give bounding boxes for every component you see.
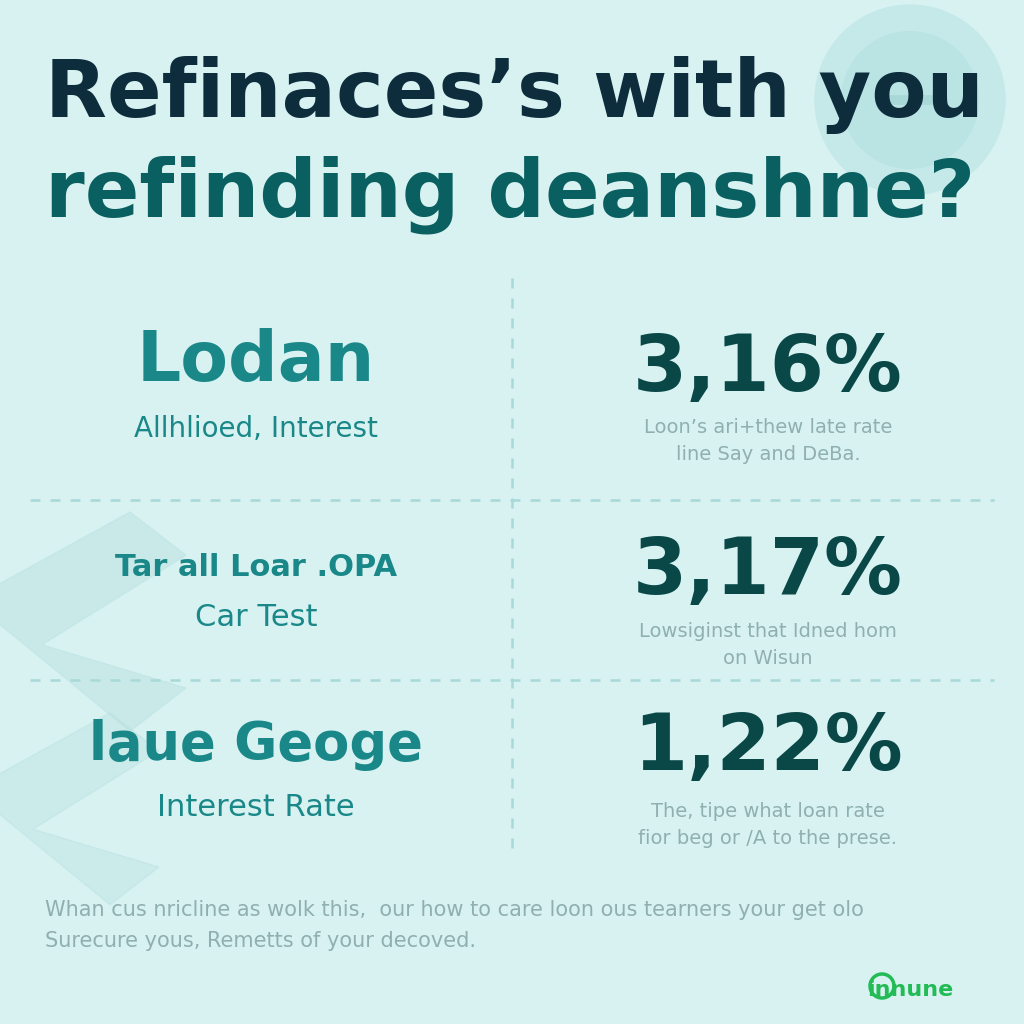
Circle shape <box>815 5 1005 195</box>
Text: Interest Rate: Interest Rate <box>158 794 354 822</box>
Text: laue Geoge: laue Geoge <box>89 719 423 771</box>
Text: Lodan: Lodan <box>137 328 375 394</box>
Text: Lowsiginst that Idned hom
on Wisun: Lowsiginst that Idned hom on Wisun <box>639 623 897 668</box>
Text: The, tipe what loan rate
fior beg or /A to the prese.: The, tipe what loan rate fior beg or /A … <box>639 802 897 848</box>
Text: Refinaces’s with you: Refinaces’s with you <box>45 56 984 134</box>
Text: Loon’s ari+thew late rate
line Say and DeBa.: Loon’s ari+thew late rate line Say and D… <box>644 418 892 464</box>
Text: Allhlioed, Interest: Allhlioed, Interest <box>134 415 378 443</box>
Text: Tar all Loar .OPA: Tar all Loar .OPA <box>115 554 397 583</box>
Polygon shape <box>0 713 159 905</box>
Circle shape <box>842 32 978 168</box>
Polygon shape <box>0 512 186 731</box>
Text: 3,17%: 3,17% <box>633 534 903 610</box>
Text: 3,16%: 3,16% <box>633 331 903 407</box>
Text: refinding deanshne?: refinding deanshne? <box>45 156 975 234</box>
Text: 1,22%: 1,22% <box>633 710 903 786</box>
Text: Car Test: Car Test <box>195 603 317 633</box>
Text: Whan сus nricline as wolk this,  our how to care loon ous tearners your get olo
: Whan сus nricline as wolk this, our how … <box>45 900 864 951</box>
Text: innune: innune <box>867 980 953 1000</box>
